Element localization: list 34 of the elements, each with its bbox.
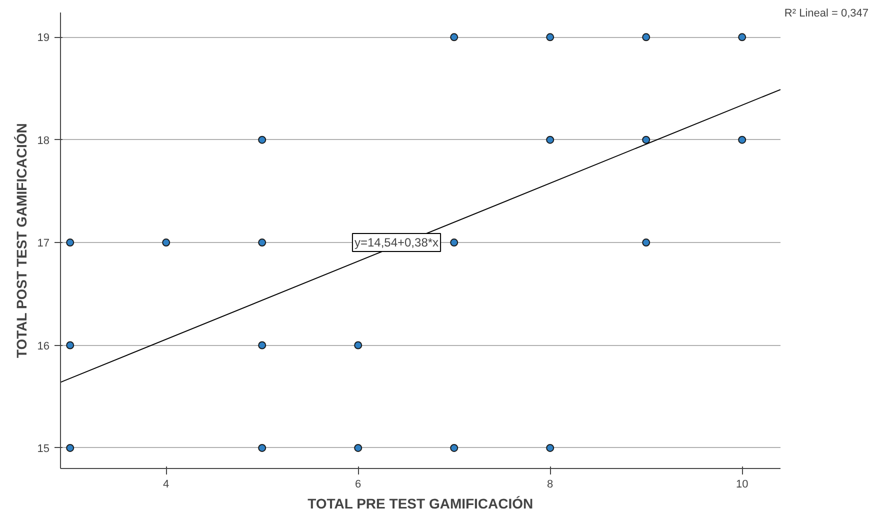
point — [450, 33, 458, 42]
point — [450, 444, 458, 452]
y-tick-label: 19 — [37, 32, 50, 44]
point — [546, 136, 554, 144]
y-axis-title: TOTAL POST TEST GAMIFICACIÓN — [13, 123, 30, 358]
x-tick-label: 6 — [355, 478, 362, 490]
x-tick-label: 10 — [736, 478, 748, 490]
point — [354, 341, 362, 350]
annotation: y=14,54+0,38*x — [354, 236, 439, 250]
point — [546, 444, 554, 452]
text: R² Lineal = 0,347 — [784, 8, 869, 20]
x-axis-title: TOTAL PRE TEST GAMIFICACIÓN — [308, 496, 534, 512]
point — [354, 444, 362, 452]
point — [258, 136, 266, 144]
point — [66, 444, 74, 452]
point — [66, 238, 74, 247]
point — [642, 238, 650, 247]
y-tick-label: 15 — [37, 442, 50, 455]
point — [258, 341, 266, 350]
point — [450, 238, 458, 247]
point — [66, 341, 74, 350]
point — [258, 444, 266, 452]
point — [642, 136, 650, 144]
point — [738, 33, 746, 42]
y-tick-label: 18 — [37, 134, 50, 147]
point — [162, 238, 170, 247]
point — [258, 238, 266, 247]
x-tick-label: 8 — [547, 478, 554, 490]
x-tick-label: 4 — [163, 478, 170, 490]
y-tick-label: 17 — [37, 238, 50, 250]
point — [642, 33, 650, 42]
point — [546, 33, 554, 42]
y-tick-label: 16 — [37, 340, 50, 352]
point — [738, 136, 746, 144]
